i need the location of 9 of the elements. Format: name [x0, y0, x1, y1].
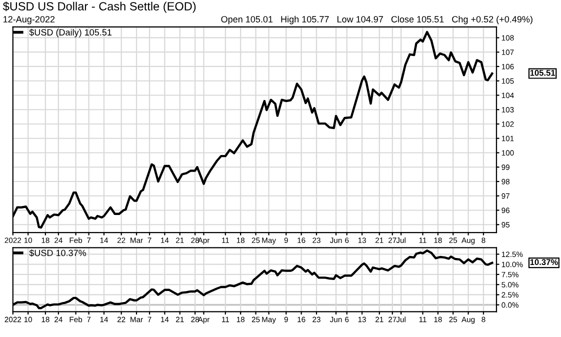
text: 10.37% [530, 259, 558, 266]
chart-title: $USD US Dollar - Cash Settle (EOD) [2, 2, 196, 13]
line-series [12, 30, 494, 229]
line-series [12, 249, 494, 310]
legend-label: $USD (Daily) 105.51 [29, 28, 112, 38]
chart-subtitle: 12-Aug-2022 [3, 16, 55, 24]
text: Open 105.01 High 105.77 Low 104.97 Close 105.51 Chg +0.52 (+0.49%) [221, 16, 532, 24]
legend-label: $USD 10.37% [29, 249, 86, 257]
text: 105.51 [530, 70, 556, 76]
